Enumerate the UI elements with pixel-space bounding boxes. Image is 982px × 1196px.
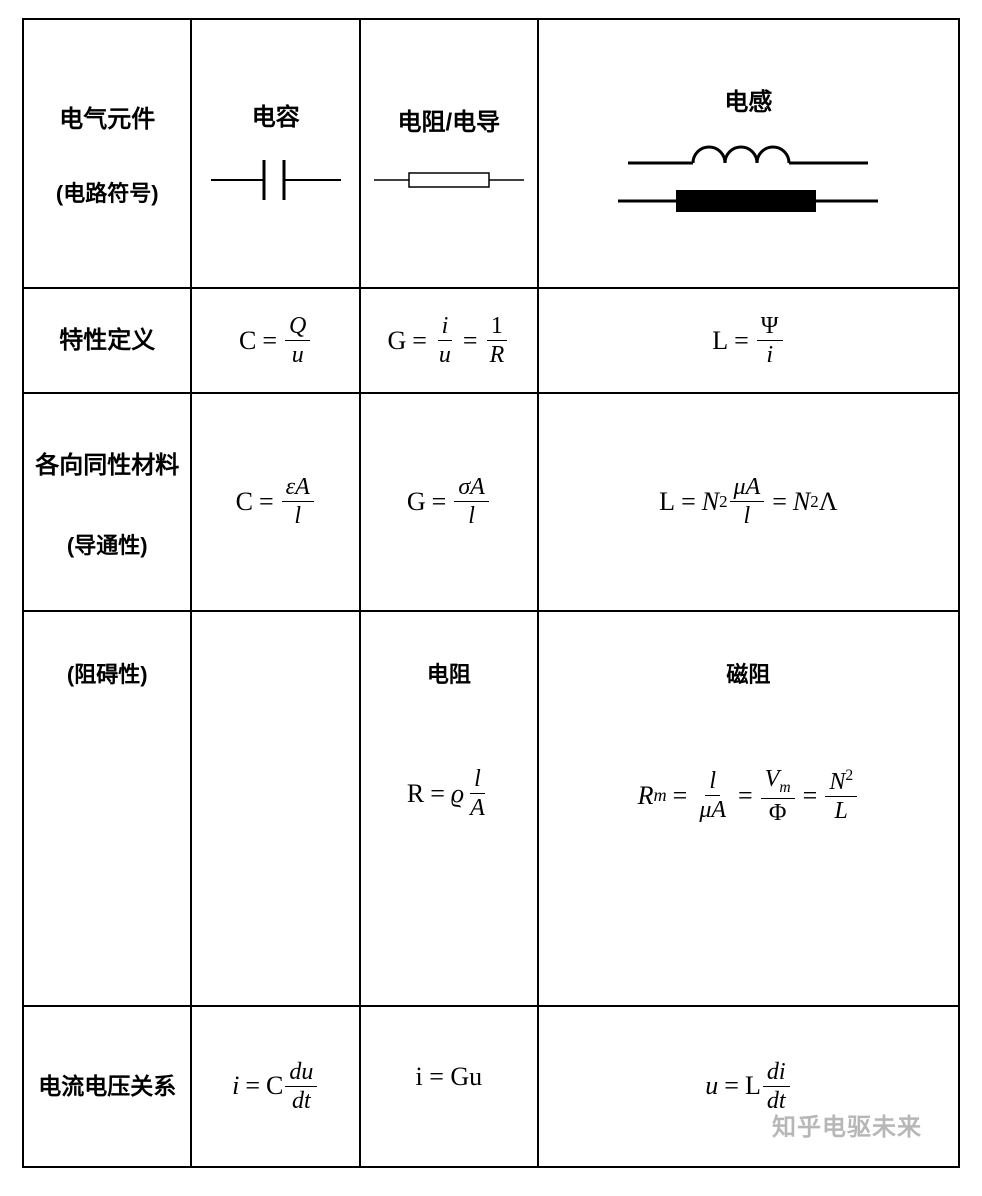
formula-g-mat: G= σAl bbox=[407, 475, 491, 528]
row4-label-cell: (阻碍性) bbox=[23, 611, 191, 1006]
row3-label-2: (导通性) bbox=[25, 528, 189, 560]
capacitor-icon bbox=[193, 150, 357, 210]
component-table: 电气元件 (电路符号) 电容 电阻/电导 bbox=[22, 18, 960, 1168]
header-inductor-title: 电感 bbox=[540, 82, 957, 117]
row4-r-cell: 电阻 R= ϱ lA bbox=[360, 611, 538, 1006]
formula-ig: i = Gu bbox=[416, 1062, 483, 1092]
formula-ul: u= L didt bbox=[705, 1060, 791, 1113]
row3-c-cell: C= εAl bbox=[191, 393, 359, 611]
header-rowlabel-cell: 电气元件 (电路符号) bbox=[23, 19, 191, 288]
row2-label: 特性定义 bbox=[25, 319, 189, 362]
row-impedance: (阻碍性) 电阻 R= ϱ lA 磁阻 Rm = lμA = bbox=[23, 611, 959, 1006]
header-rowlabel-1: 电气元件 bbox=[25, 99, 189, 134]
row4-c-cell bbox=[191, 611, 359, 1006]
row2-label-cell: 特性定义 bbox=[23, 288, 191, 392]
row5-l-cell: u= L didt bbox=[538, 1006, 959, 1167]
formula-g-def: G= iu = 1R bbox=[387, 314, 510, 367]
formula-r: R= ϱ lA bbox=[407, 767, 491, 820]
formula-c-def: C= Qu bbox=[239, 314, 312, 367]
row5-c-cell: i= C dudt bbox=[191, 1006, 359, 1167]
header-row: 电气元件 (电路符号) 电容 电阻/电导 bbox=[23, 19, 959, 288]
row3-label-1: 各向同性材料 bbox=[25, 444, 189, 487]
formula-l-mat: L= N2 μAl = N2Λ bbox=[659, 475, 837, 528]
formula-c-mat: C= εAl bbox=[236, 475, 316, 528]
header-capacitor-cell: 电容 bbox=[191, 19, 359, 288]
formula-ic: i= C dudt bbox=[232, 1060, 319, 1113]
row4-label: (阻碍性) bbox=[25, 657, 189, 689]
page: 电气元件 (电路符号) 电容 电阻/电导 bbox=[0, 0, 982, 1196]
formula-l-def: L= Ψi bbox=[712, 314, 784, 367]
header-resistor-title: 电阻/电导 bbox=[362, 102, 536, 137]
row2-capacitor-cell: C= Qu bbox=[191, 288, 359, 392]
row3-l-cell: L= N2 μAl = N2Λ bbox=[538, 393, 959, 611]
row5-g-cell: i = Gu bbox=[360, 1006, 538, 1167]
header-capacitor-title: 电容 bbox=[193, 97, 357, 132]
row-iv: 电流电压关系 i= C dudt i = Gu u= L didt bbox=[23, 1006, 959, 1167]
header-inductor-cell: 电感 bbox=[538, 19, 959, 288]
inductor-icon bbox=[540, 135, 957, 225]
row3-g-cell: G= σAl bbox=[360, 393, 538, 611]
row4-rm-cell: 磁阻 Rm = lμA = Vm Φ = N2 L bbox=[538, 611, 959, 1006]
row2-inductance-cell: L= Ψi bbox=[538, 288, 959, 392]
row5-label: 电流电压关系 bbox=[25, 1066, 189, 1107]
row5-label-cell: 电流电压关系 bbox=[23, 1006, 191, 1167]
row-isotropic: 各向同性材料 (导通性) C= εAl G= σAl L= N2 μA bbox=[23, 393, 959, 611]
header-rowlabel-2: (电路符号) bbox=[25, 176, 189, 208]
row3-label-cell: 各向同性材料 (导通性) bbox=[23, 393, 191, 611]
header-resistor-cell: 电阻/电导 bbox=[360, 19, 538, 288]
row2-conductance-cell: G= iu = 1R bbox=[360, 288, 538, 392]
row4-r-label: 电阻 bbox=[362, 657, 536, 689]
formula-rm: Rm = lμA = Vm Φ = N2 L bbox=[638, 767, 860, 824]
row4-rm-label: 磁阻 bbox=[540, 657, 957, 689]
resistor-icon bbox=[362, 155, 536, 205]
row-definition: 特性定义 C= Qu G= iu = 1R L= Ψi bbox=[23, 288, 959, 392]
